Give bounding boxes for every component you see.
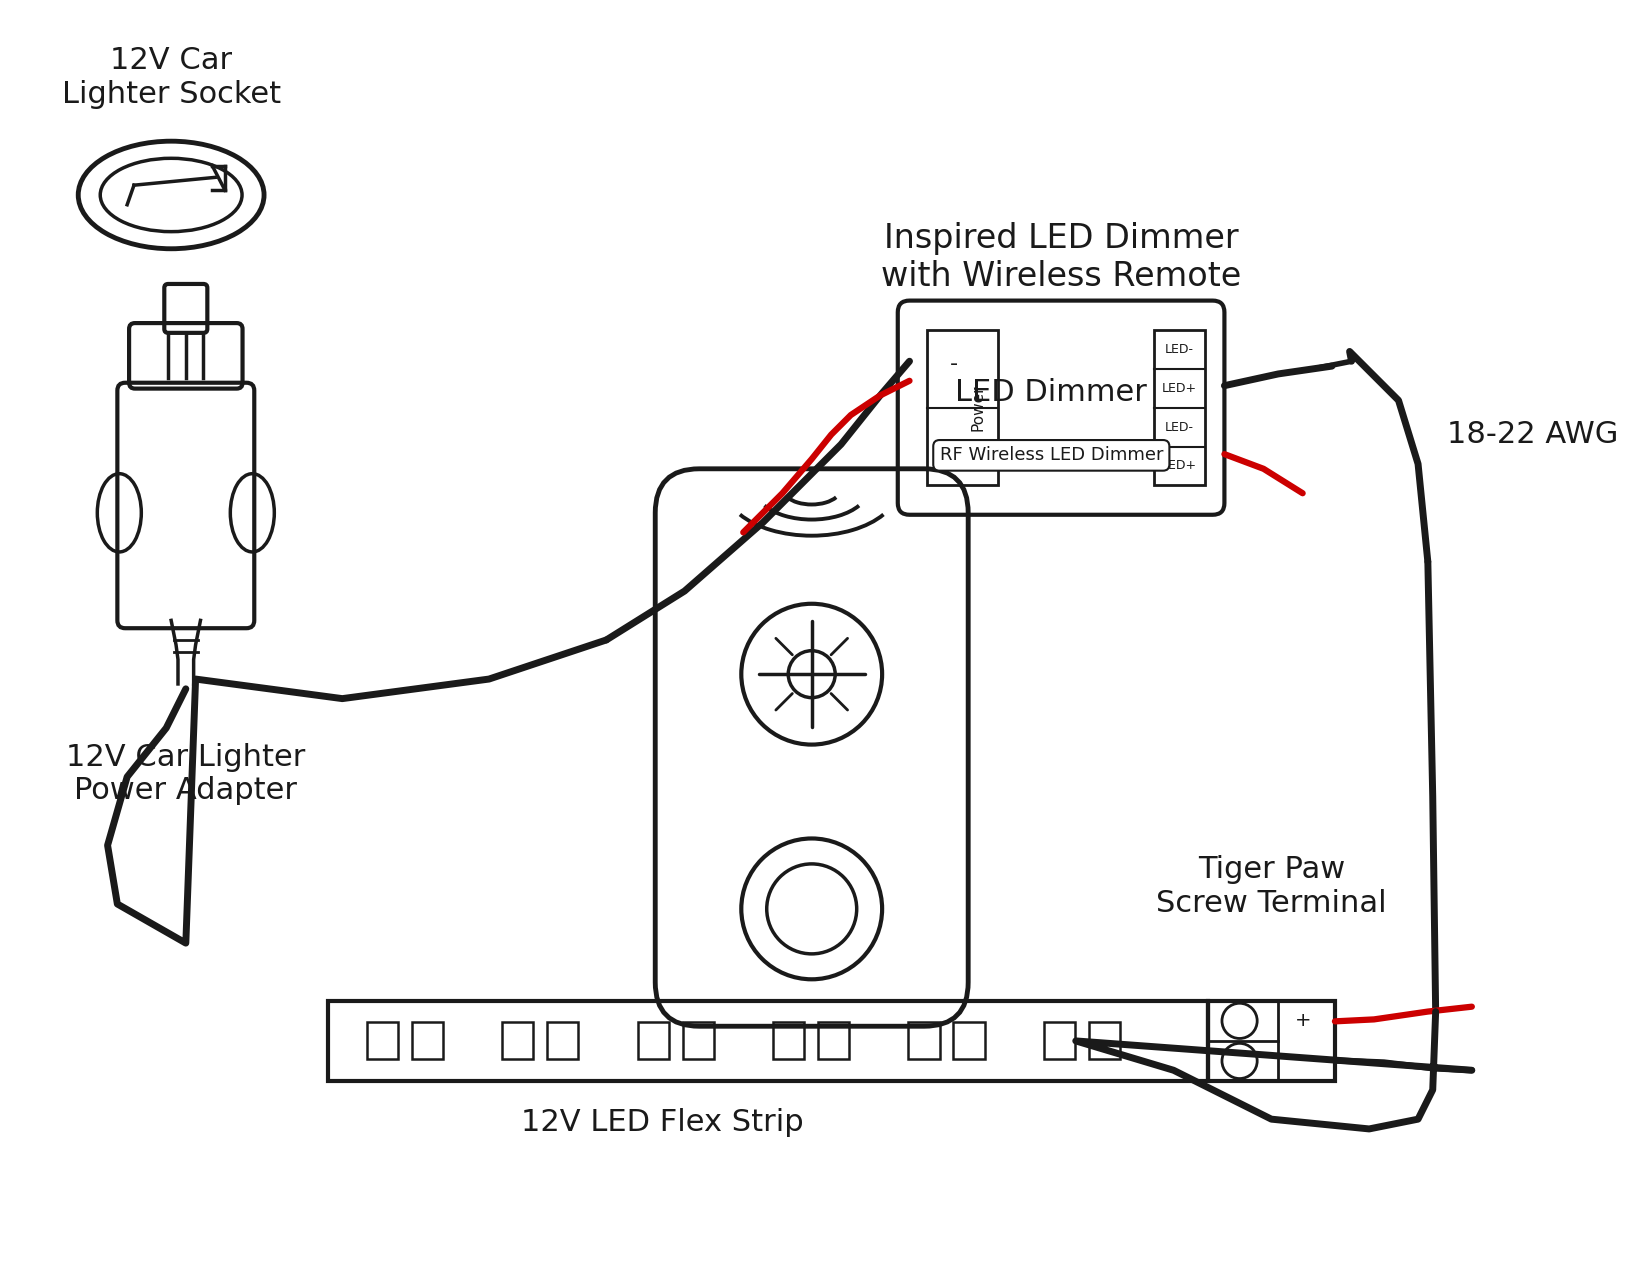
Bar xyxy=(683,1023,714,1060)
Bar xyxy=(548,1023,579,1060)
Text: LED Dimmer: LED Dimmer xyxy=(955,377,1147,407)
Text: +: + xyxy=(944,436,964,456)
Bar xyxy=(1208,1001,1335,1081)
Text: 12V LED Flex Strip: 12V LED Flex Strip xyxy=(521,1108,804,1137)
Text: LED-: LED- xyxy=(1165,421,1195,434)
Bar xyxy=(412,1023,442,1060)
Bar xyxy=(772,1023,804,1060)
Text: LED+: LED+ xyxy=(1162,459,1196,473)
Text: -: - xyxy=(950,354,959,374)
Bar xyxy=(1044,1023,1076,1060)
Text: Power: Power xyxy=(970,385,985,431)
Bar xyxy=(637,1023,668,1060)
Bar xyxy=(909,1023,940,1060)
Bar xyxy=(502,1023,533,1060)
Text: Inspired LED Dimmer
with Wireless Remote: Inspired LED Dimmer with Wireless Remote xyxy=(881,222,1241,293)
Bar xyxy=(328,1001,1208,1081)
Text: Tiger Paw
Screw Terminal: Tiger Paw Screw Terminal xyxy=(1157,856,1386,918)
Bar xyxy=(1089,1023,1120,1060)
Text: +: + xyxy=(1295,1011,1312,1030)
Text: 12V Car Lighter
Power Adapter: 12V Car Lighter Power Adapter xyxy=(66,742,305,806)
Bar xyxy=(1153,330,1204,486)
Text: LED+: LED+ xyxy=(1162,381,1196,395)
Text: LED-: LED- xyxy=(1165,343,1195,356)
Text: 18-22 AWG: 18-22 AWG xyxy=(1447,419,1619,449)
Bar xyxy=(818,1023,850,1060)
Bar xyxy=(954,1023,985,1060)
Text: RF Wireless LED Dimmer: RF Wireless LED Dimmer xyxy=(939,446,1163,464)
Text: -: - xyxy=(1300,1052,1307,1071)
Text: 12V Car
Lighter Socket: 12V Car Lighter Socket xyxy=(61,46,280,108)
Bar xyxy=(366,1023,398,1060)
Bar xyxy=(927,330,998,486)
